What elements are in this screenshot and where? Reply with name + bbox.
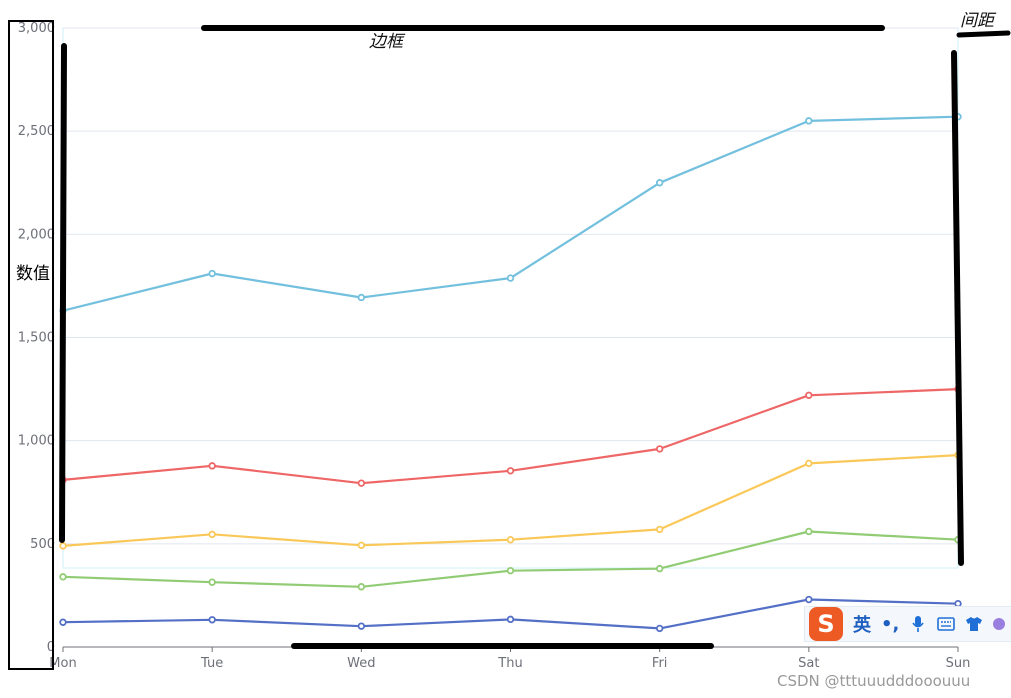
series-point[interactable]	[655, 525, 664, 534]
ime-toolbar[interactable]: S 英 •,	[804, 606, 1011, 642]
series-point[interactable]	[357, 583, 366, 591]
y-tick-label: 1,500	[18, 331, 55, 346]
series-point[interactable]	[59, 618, 67, 626]
series-point[interactable]	[655, 445, 664, 453]
series-point[interactable]	[506, 467, 515, 475]
series-point[interactable]	[506, 615, 515, 624]
y-tick-label: 3,000	[18, 21, 55, 36]
y-axis-label: 数值	[16, 264, 50, 284]
y-tick-label: 2,000	[18, 227, 55, 242]
annotation-stroke-spacing	[956, 30, 1011, 38]
series-point[interactable]	[805, 117, 813, 125]
series-point[interactable]	[805, 391, 813, 399]
series-point[interactable]	[208, 269, 216, 278]
spacing-annotation-label: 间距	[960, 11, 997, 31]
more-icon[interactable]	[993, 618, 1006, 630]
series-point[interactable]	[805, 527, 813, 536]
series-point[interactable]	[357, 293, 366, 302]
series-point[interactable]	[357, 479, 366, 487]
series-points	[59, 113, 962, 633]
series-point[interactable]	[59, 573, 67, 581]
y-tick-label: 2,500	[18, 124, 55, 139]
shirt-icon[interactable]	[965, 615, 983, 633]
series-point[interactable]	[506, 566, 515, 575]
keyboard-icon[interactable]	[937, 615, 956, 633]
series-point[interactable]	[208, 578, 216, 586]
plot-border	[62, 27, 959, 569]
sogou-logo-icon[interactable]: S	[809, 607, 843, 641]
y-tick-label: 500	[30, 537, 55, 552]
series-point[interactable]	[805, 459, 813, 468]
series-point[interactable]	[655, 564, 664, 573]
x-tick-label: Sat	[798, 656, 819, 671]
y-tick-label: 1,000	[18, 434, 55, 449]
y-axis-tick-labels: 0 500 1,000 1,500 2,000 2,500 3,000	[18, 21, 55, 655]
ime-language-toggle[interactable]: 英	[853, 615, 871, 636]
annotation-stroke-right	[951, 50, 964, 566]
series-lines	[62, 115, 959, 630]
series-point[interactable]	[357, 541, 366, 549]
series-point[interactable]	[655, 624, 664, 633]
x-tick-label: Fri	[652, 656, 668, 671]
series-point[interactable]	[208, 616, 216, 624]
series-point[interactable]	[357, 622, 366, 630]
microphone-icon[interactable]	[909, 615, 927, 633]
ime-punctuation-toggle[interactable]: •,	[881, 613, 900, 635]
x-tick-label: Thu	[497, 656, 522, 671]
x-tick-label: Wed	[347, 656, 375, 671]
border-annotation-label: 边框	[369, 32, 406, 52]
series-point[interactable]	[208, 462, 216, 470]
series-point[interactable]	[655, 179, 664, 187]
x-tick-label: Mon	[49, 656, 76, 671]
x-axis: Mon Tue Wed Thu Fri Sat Sun	[49, 646, 971, 671]
y-tick-label: 0	[47, 640, 55, 655]
series-point[interactable]	[59, 542, 67, 550]
series-point[interactable]	[506, 536, 515, 544]
ylabel-box	[8, 20, 54, 670]
series-point[interactable]	[805, 595, 813, 604]
watermark: CSDN @tttuuudddooouuu	[777, 672, 970, 690]
series-point[interactable]	[506, 274, 515, 282]
x-tick-label: Tue	[200, 656, 223, 671]
annotation-stroke-left	[59, 43, 67, 543]
series-point[interactable]	[208, 530, 216, 539]
x-tick-label: Sun	[946, 656, 971, 671]
